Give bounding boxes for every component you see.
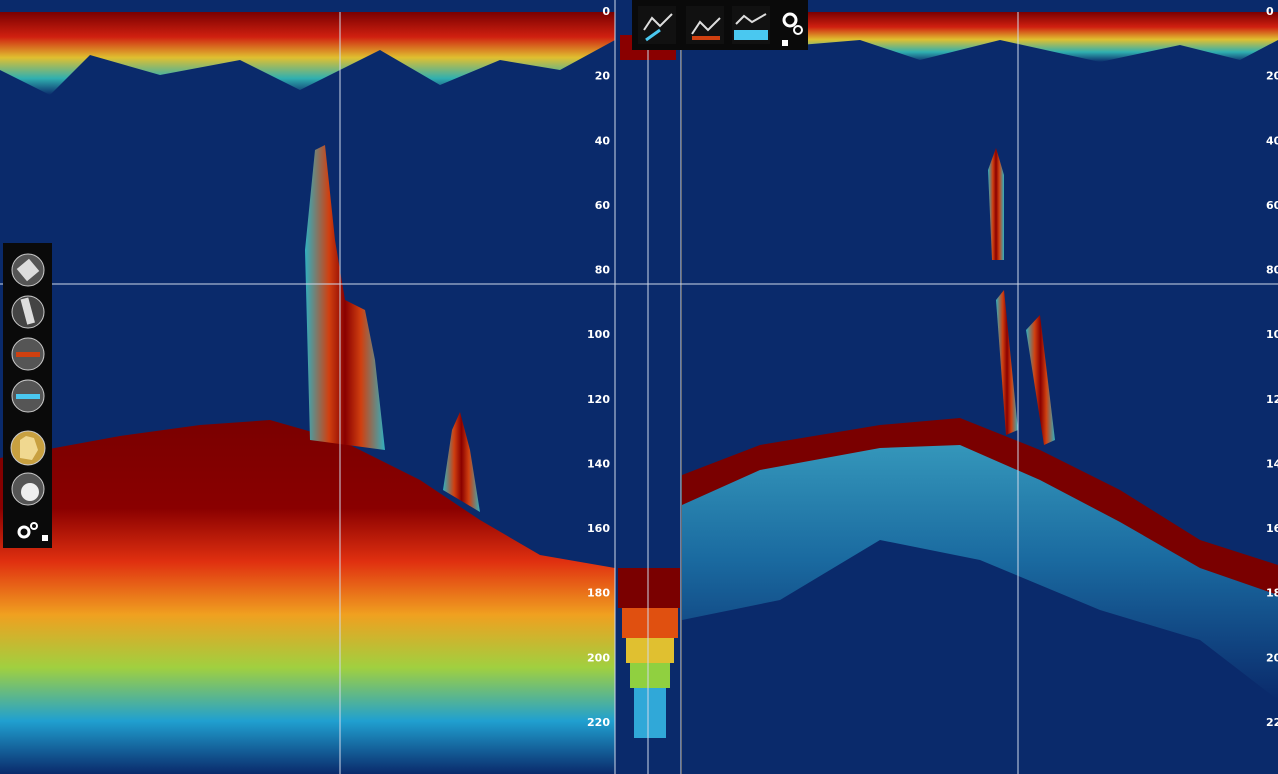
tool-button[interactable] (11, 472, 45, 506)
depth-label: 40 (595, 134, 611, 147)
settings-button[interactable] (17, 522, 48, 541)
depth-label: 80 (595, 264, 611, 277)
depth-label: 220 (587, 716, 610, 729)
depth-label: 180 (1266, 587, 1278, 600)
fish-school (988, 148, 1004, 260)
depth-label: 220 (1266, 716, 1278, 729)
depth-label: 40 (1266, 134, 1278, 147)
display-mode-button[interactable] (686, 6, 724, 44)
seabed-echo (0, 420, 615, 774)
depth-label: 140 (1266, 457, 1278, 470)
scale-echo (618, 568, 680, 608)
display-mode-button[interactable] (638, 6, 676, 44)
surface-echo (682, 12, 1278, 62)
depth-label: 140 (587, 457, 610, 470)
depth-label: 160 (1266, 522, 1278, 535)
surface-echo (0, 12, 615, 95)
range-plus-button[interactable] (11, 379, 45, 413)
depth-label: 200 (587, 651, 610, 664)
depth-label: 0 (1266, 5, 1274, 18)
scale-echo (626, 638, 674, 663)
scale-echo (622, 608, 678, 638)
fish-school (996, 290, 1018, 435)
depth-label: 120 (587, 393, 610, 406)
right-panel (682, 0, 1278, 774)
depth-label: 180 (587, 587, 610, 600)
seabed-echo (682, 418, 1278, 595)
fish-school (1026, 315, 1055, 445)
fish-school (305, 145, 385, 450)
depth-label: 100 (1266, 328, 1278, 341)
depth-label: 80 (1266, 264, 1278, 277)
depth-label: 100 (587, 328, 610, 341)
depth-label: 20 (595, 70, 611, 83)
depth-scale-left: 0 20 40 60 80 100 120 140 160 180 200 220 (587, 5, 610, 729)
scale-echo (630, 663, 670, 688)
depth-label: 0 (602, 5, 610, 18)
depth-label: 60 (595, 199, 611, 212)
depth-scale-right: 0 20 40 60 80 100 120 140 160 180 200 220 (1266, 5, 1278, 729)
range-minus-button[interactable] (11, 337, 45, 371)
depth-label: 160 (587, 522, 610, 535)
tool-button[interactable] (11, 295, 45, 329)
sub-bottom-echo (682, 420, 1278, 700)
depth-label: 60 (1266, 199, 1278, 212)
depth-label: 120 (1266, 393, 1278, 406)
fish-school (443, 412, 480, 512)
hand-tool-button[interactable] (10, 430, 46, 466)
settings-button[interactable] (782, 12, 803, 46)
scale-echo (634, 688, 666, 738)
tool-button[interactable] (11, 253, 45, 287)
depth-label: 20 (1266, 70, 1278, 83)
depth-label: 200 (1266, 651, 1278, 664)
display-mode-button[interactable] (732, 6, 770, 44)
